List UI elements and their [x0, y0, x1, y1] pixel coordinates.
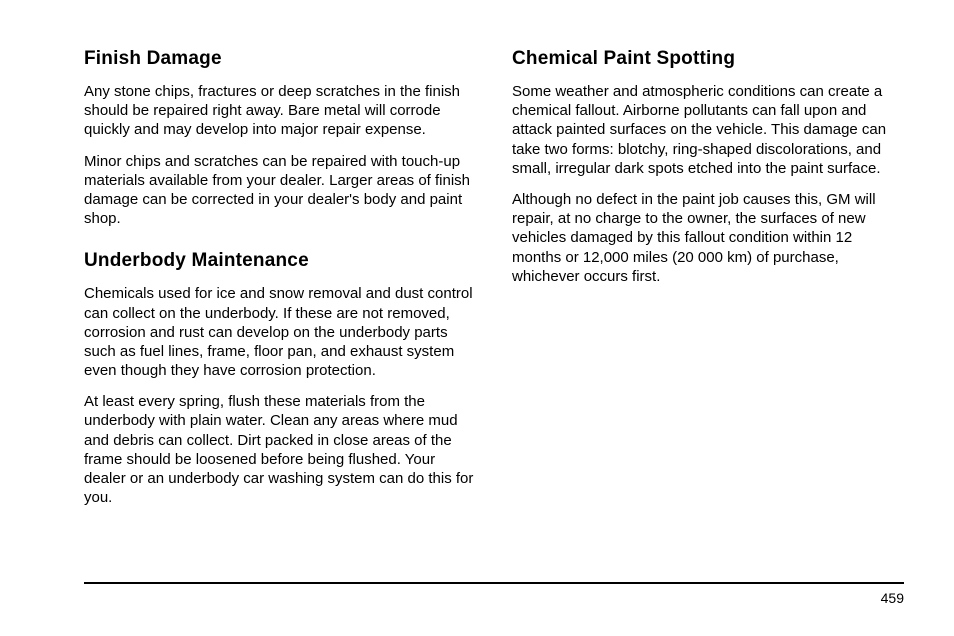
paragraph: Some weather and atmospheric conditions … — [512, 82, 904, 178]
paragraph: Any stone chips, fractures or deep scrat… — [84, 82, 476, 140]
page-footer: 459 — [84, 582, 904, 608]
heading-chemical-paint-spotting: Chemical Paint Spotting — [512, 48, 904, 70]
paragraph: Chemicals used for ice and snow removal … — [84, 284, 476, 380]
two-column-layout: Finish Damage Any stone chips, fractures… — [84, 48, 904, 606]
heading-underbody-maintenance: Underbody Maintenance — [84, 250, 476, 272]
left-column: Finish Damage Any stone chips, fractures… — [84, 48, 476, 606]
paragraph: At least every spring, flush these mater… — [84, 392, 476, 507]
paragraph: Although no defect in the paint job caus… — [512, 190, 904, 286]
heading-finish-damage: Finish Damage — [84, 48, 476, 70]
paragraph: Minor chips and scratches can be repaire… — [84, 152, 476, 229]
right-column: Chemical Paint Spotting Some weather and… — [512, 48, 904, 606]
document-page: Finish Damage Any stone chips, fractures… — [0, 0, 954, 636]
page-number: 459 — [881, 590, 904, 606]
